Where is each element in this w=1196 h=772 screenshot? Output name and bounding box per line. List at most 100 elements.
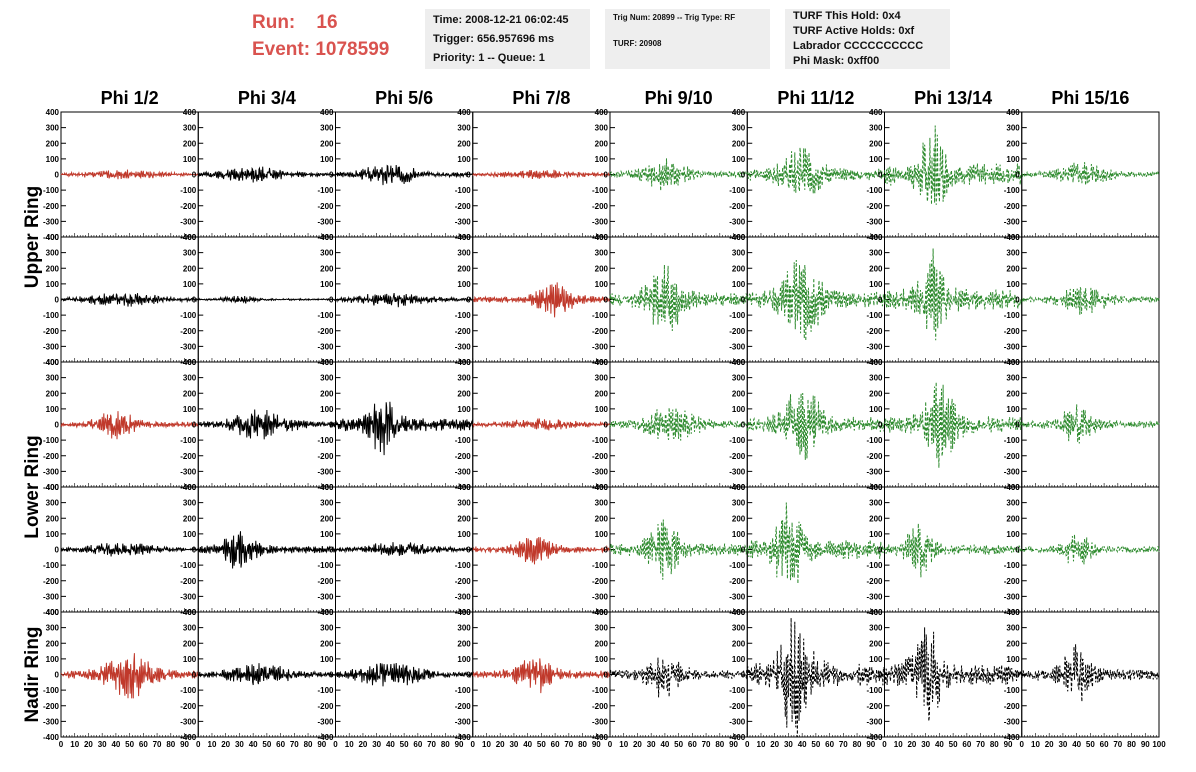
- y-tick-label: 0: [604, 171, 609, 180]
- y-tick-label: -300: [592, 342, 609, 351]
- x-tick-label: 90: [455, 740, 464, 749]
- waveform-trace: [60, 653, 199, 699]
- y-tick-label: 400: [595, 483, 609, 492]
- y-tick-label: -100: [43, 561, 60, 570]
- y-tick-label: 300: [457, 499, 471, 508]
- waveform-trace: [609, 264, 748, 332]
- waveform-trace: [609, 519, 748, 580]
- y-tick-label: 300: [46, 124, 60, 133]
- x-tick-label: 40: [523, 740, 532, 749]
- x-tick-label: 30: [98, 740, 107, 749]
- x-tick-label: 50: [400, 740, 409, 749]
- y-tick-label: 300: [183, 499, 197, 508]
- y-tick-label: -300: [455, 467, 472, 476]
- y-tick-label: 100: [183, 530, 197, 539]
- y-tick-label: 100: [46, 280, 60, 289]
- y-tick-label: 400: [595, 108, 609, 117]
- y-tick-label: 100: [869, 405, 883, 414]
- y-tick-label: -400: [43, 483, 60, 492]
- y-tick-label: 200: [595, 514, 609, 523]
- y-tick-label: 200: [46, 264, 60, 273]
- y-tick-label: -300: [43, 217, 60, 226]
- y-tick-label: -300: [43, 717, 60, 726]
- y-tick-label: 200: [732, 389, 746, 398]
- y-tick-label: -200: [592, 702, 609, 711]
- y-tick-label: 200: [183, 264, 197, 273]
- waveform-trace: [60, 543, 199, 557]
- y-tick-label: 400: [320, 108, 334, 117]
- y-tick-label: 100: [320, 155, 334, 164]
- y-tick-label: -100: [43, 436, 60, 445]
- waveform-trace: [746, 617, 885, 738]
- y-tick-label: 0: [329, 546, 334, 555]
- y-tick-label: 100: [457, 655, 471, 664]
- y-tick-label: 0: [329, 671, 334, 680]
- priority-text: Priority: 1 -- Queue: 1: [433, 52, 545, 64]
- x-tick-label: 10: [208, 740, 217, 749]
- y-tick-label: -200: [1004, 577, 1021, 586]
- y-tick-label: 0: [741, 671, 746, 680]
- y-tick-label: 100: [183, 280, 197, 289]
- phi-header: Phi 7/8: [512, 88, 570, 108]
- y-tick-label: -300: [729, 592, 746, 601]
- y-tick-label: 400: [46, 483, 60, 492]
- y-tick-label: 0: [1015, 421, 1020, 430]
- y-tick-label: 0: [741, 546, 746, 555]
- y-tick-label: 100: [183, 655, 197, 664]
- x-tick-label: 100: [1152, 740, 1166, 749]
- waveform-trace: [1021, 534, 1160, 565]
- y-tick-label: 400: [1006, 483, 1020, 492]
- waveform-trace: [884, 248, 1023, 341]
- y-tick-label: 300: [595, 499, 609, 508]
- y-tick-label: -200: [43, 702, 60, 711]
- x-tick-label: 30: [235, 740, 244, 749]
- y-tick-label: 100: [457, 530, 471, 539]
- y-tick-label: -300: [317, 717, 334, 726]
- y-tick-label: -100: [1004, 561, 1021, 570]
- y-tick-label: -100: [43, 311, 60, 320]
- y-tick-label: 0: [878, 296, 883, 305]
- y-tick-label: 400: [732, 483, 746, 492]
- y-tick-label: -300: [43, 592, 60, 601]
- turf-num-text: TURF: 20908: [613, 39, 662, 48]
- event-row: Event: 1078599: [252, 36, 389, 63]
- waveform-trace: [1021, 404, 1160, 444]
- phi-header: Phi 9/10: [645, 88, 713, 108]
- y-tick-label: -100: [729, 436, 746, 445]
- y-tick-label: -100: [455, 686, 472, 695]
- y-tick-label: -300: [729, 342, 746, 351]
- y-tick-label: 0: [192, 296, 197, 305]
- x-tick-label: 10: [619, 740, 628, 749]
- y-tick-label: 400: [457, 358, 471, 367]
- y-tick-label: 300: [595, 624, 609, 633]
- x-tick-label: 30: [647, 740, 656, 749]
- y-tick-label: 200: [732, 639, 746, 648]
- y-tick-label: 300: [869, 499, 883, 508]
- y-tick-label: 100: [46, 405, 60, 414]
- y-tick-label: 200: [46, 514, 60, 523]
- y-tick-label: 200: [183, 639, 197, 648]
- y-tick-label: 300: [869, 124, 883, 133]
- ring-label: Nadir Ring: [22, 626, 43, 722]
- y-tick-label: -200: [455, 452, 472, 461]
- y-tick-label: 200: [320, 639, 334, 648]
- trig-num-text: Trig Num: 20899 -- Trig Type: RF: [613, 13, 736, 22]
- y-tick-label: 200: [869, 139, 883, 148]
- y-tick-label: 400: [183, 358, 197, 367]
- y-tick-label: -200: [729, 702, 746, 711]
- x-tick-label: 30: [921, 740, 930, 749]
- y-tick-label: -200: [317, 202, 334, 211]
- y-tick-label: 300: [320, 624, 334, 633]
- y-tick-label: 0: [1015, 296, 1020, 305]
- y-tick-label: -300: [866, 217, 883, 226]
